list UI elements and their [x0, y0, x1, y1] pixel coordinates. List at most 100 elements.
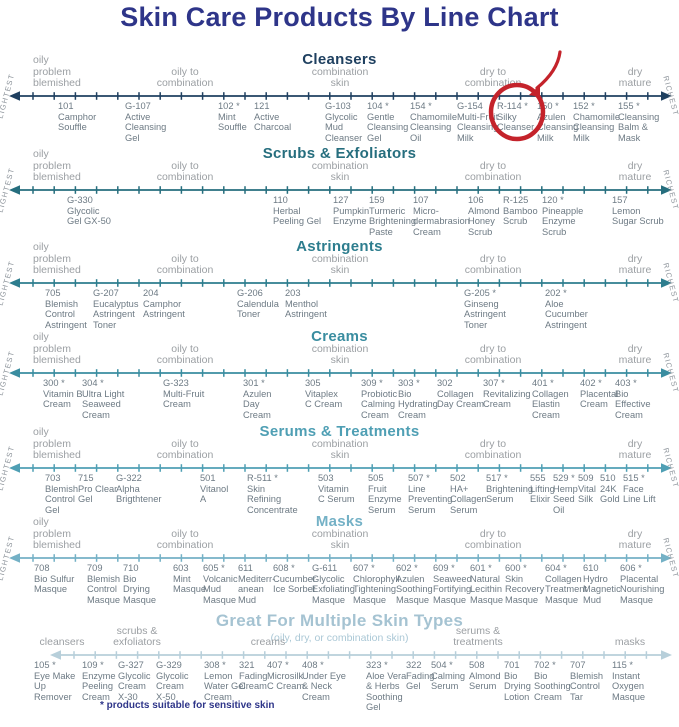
product-501: 501 Vitanol A: [200, 473, 229, 505]
product-301: 301 * Azulen Day Cream: [243, 378, 272, 420]
skin-type-label: cleansers: [39, 636, 85, 649]
product-510: 510 24K Gold: [600, 473, 620, 505]
skin-type-label: dry mature: [618, 65, 652, 90]
product-508: 508 Almond Serum: [469, 660, 501, 692]
product-402: 402 * Placental Cream: [580, 378, 619, 410]
product-407: 407 * Microsilk C Cream: [267, 660, 305, 692]
product-120: 120 * Pineapple Enzyme Scrub: [542, 195, 584, 237]
product-155: 155 * Cleansing Balm & Mask: [618, 101, 660, 143]
section-title-cleansers: Cleansers: [302, 51, 377, 68]
product-705: 705 Blemish Control Astringent: [45, 288, 87, 330]
skin-type-label: oily to combination: [156, 252, 214, 277]
product-105: 105 * Eye Make Up Remover: [34, 660, 76, 702]
product-127: 127 Pumpkin Enzyme: [333, 195, 370, 227]
product-709: 709 Blemish Control Masque: [87, 563, 121, 605]
section-title-creams: Creams: [311, 328, 368, 345]
product-601: 601 * Natural Lecithin Masque: [470, 563, 504, 605]
product-605: 605 * Volcanic Mud Masque: [203, 563, 238, 605]
product-607: 607 * Chlorophyll Tightening Masque: [353, 563, 400, 605]
product-G-323: G-323 Multi-Fruit Cream: [163, 378, 205, 410]
skin-type-label: oily to combination: [156, 342, 214, 367]
product-G-154: G-154 Multi-Fruit Cleansing Milk: [457, 101, 499, 143]
skin-type-label: dry mature: [618, 159, 652, 184]
product-604: 604 * Collagen Treatment Masque: [545, 563, 588, 605]
scale-line: [9, 278, 672, 288]
section-astringents: Astringents oily problem blemished oily to…: [0, 238, 679, 330]
product-G-207: G-207 Eucalyptus Astringent Toner: [93, 288, 139, 330]
product-307: 307 * Revitalizing Cream: [483, 378, 531, 410]
skin-type-label: dry mature: [618, 252, 652, 277]
skin-type-label: oily to combination: [156, 437, 214, 462]
skin-type-label: oily problem blemished: [33, 240, 81, 277]
product-204: 204 Camphor Astringent: [143, 288, 185, 320]
section-multi-skin-types: Great For Multiple Skin Types (oily, dry,…: [0, 603, 679, 712]
product-505: 505 Fruit Enzyme Serum: [368, 473, 402, 515]
product-701: 701 Bio Drying Lotion: [504, 660, 531, 702]
product-515: 515 * Face Line Lift: [623, 473, 656, 505]
product-603: 603 Mint Masque: [173, 563, 207, 595]
product-302: 302 Collagen Day Cream: [437, 378, 485, 410]
product-308: 308 * Lemon Water Gel Cream: [204, 660, 246, 702]
product-304: 304 * Ultra Light Seaweed Cream: [82, 378, 125, 420]
skin-type-label: combination skin: [311, 527, 369, 552]
product-150: 150 * Azulen Cleansing Milk: [537, 101, 579, 143]
product-602: 602 * Azulen Soothing Masque: [396, 563, 433, 605]
product-G-327: G-327 Glycolic Cream X-30: [118, 660, 151, 702]
product-503: 503 Vitamin C Serum: [318, 473, 355, 505]
scale-line: [9, 91, 672, 101]
product-403: 403 * Bio Effective Cream: [615, 378, 651, 420]
scale-line: [9, 553, 672, 563]
skin-type-label: scrubs & exfoliators: [113, 624, 161, 649]
section-cleansers: Cleansers oily problem blemished oily to c…: [0, 51, 679, 143]
product-715: 715 Pro Clear Gel: [78, 473, 118, 505]
skin-type-label: oily to combination: [156, 527, 214, 552]
product-R-511: R-511 * Skin Refining Concentrate: [247, 473, 298, 515]
product-157: 157 Lemon Sugar Scrub: [612, 195, 664, 227]
product-529: 529 * Hemp Seed Oil: [553, 473, 578, 515]
product-408: 408 * Under Eye & Neck Cream: [302, 660, 346, 702]
scale-line: [9, 185, 672, 195]
section-title-scrubs-exfoliators: Scrubs & Exfoliators: [262, 145, 417, 162]
skin-type-label: creams: [250, 636, 286, 649]
skin-type-label: combination skin: [311, 65, 369, 90]
skin-type-label: oily to combination: [156, 65, 214, 90]
skin-type-label: oily problem blemished: [33, 425, 81, 462]
product-107: 107 Micro- dermabrasion Cream: [413, 195, 470, 237]
annotation-arrowhead-icon: [529, 85, 540, 97]
product-G-206: G-206 Calendula Toner: [237, 288, 279, 320]
skin-type-label: oily problem blemished: [33, 330, 81, 367]
skin-type-label: combination skin: [311, 342, 369, 367]
skin-type-label: dry mature: [618, 437, 652, 462]
section-creams: Creams oily problem blemished oily to comb…: [0, 328, 679, 420]
product-G-329: G-329 Glycolic Cream X-50: [156, 660, 189, 702]
sensitive-skin-footnote: * products suitable for sensitive skin: [100, 700, 275, 711]
scale-line: [9, 463, 672, 473]
product-G-205: G-205 * Ginseng Astringent Toner: [464, 288, 506, 330]
product-610: 610 Hydro Magnetic Mud: [583, 563, 621, 605]
product-300: 300 * Vitamin B Cream: [43, 378, 83, 410]
product-G-103: G-103 Glycolic Mud Cleanser: [325, 101, 363, 143]
product-509: 509 Vital Silk: [578, 473, 596, 505]
scale-line: [9, 368, 672, 378]
product-109: 109 * Enzyme Peeling Cream: [82, 660, 116, 702]
skin-type-label: dry mature: [618, 527, 652, 552]
product-710: 710 Bio Drying Masque: [123, 563, 157, 605]
product-G-330: G-330 Glycolic Gel GX-50: [67, 195, 111, 227]
product-121: 121 Active Charcoal: [254, 101, 292, 133]
product-321: 321 Fading Cream: [239, 660, 268, 692]
product-303: 303 * Bio Hydrating Cream: [398, 378, 438, 420]
product-R-114: R-114 * Silky Cleanser: [497, 101, 535, 133]
product-323: 323 * Aloe Vera & Herbs Soothing Gel: [366, 660, 407, 713]
section-title-masks: Masks: [315, 513, 364, 530]
skin-type-label: dry to combination: [464, 159, 522, 184]
skin-type-label: serums & treatments: [453, 624, 503, 649]
highlight-annotation: [488, 50, 562, 142]
skin-type-label: dry to combination: [464, 252, 522, 277]
section-title-serums-treatments: Serums & Treatments: [259, 423, 420, 440]
product-203: 203 Menthol Astringent: [285, 288, 327, 320]
skin-type-label: combination skin: [311, 437, 369, 462]
product-154: 154 * Chamomile Cleansing Oil: [410, 101, 458, 143]
product-555: 555 Lifting Elixir: [530, 473, 555, 505]
product-159: 159 Turmeric Brightening Paste: [369, 195, 417, 237]
section-subtitle: (oily, dry, or combination skin): [270, 632, 409, 644]
